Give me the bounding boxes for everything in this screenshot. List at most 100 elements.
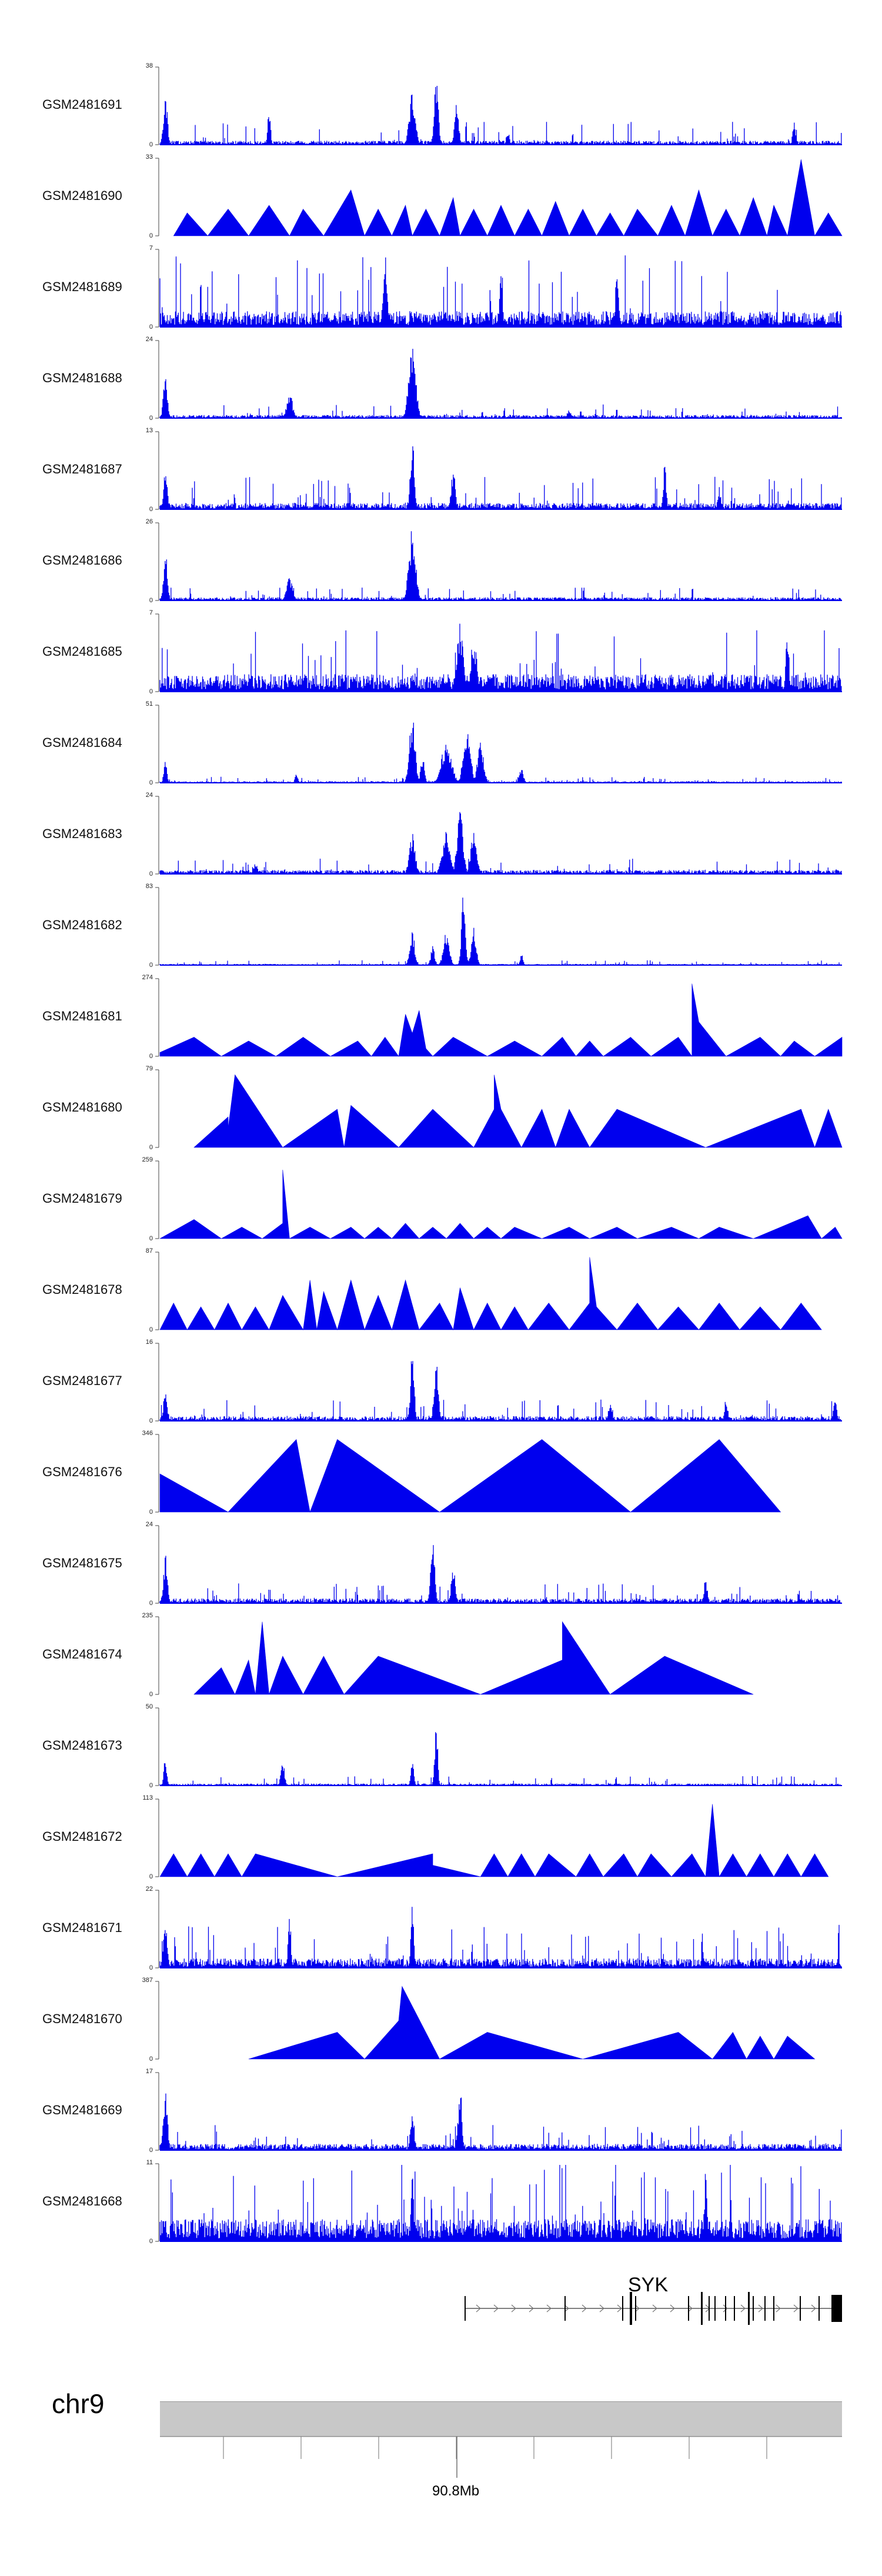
strand-arrow bbox=[670, 2304, 675, 2313]
signal-track: GSM2481683 24 0 bbox=[0, 792, 882, 877]
y-min-tick-label: 0 bbox=[149, 1326, 153, 1333]
track-label: GSM2481684 bbox=[42, 735, 122, 750]
signal-bars bbox=[159, 255, 842, 327]
y-max-tick-label: 274 bbox=[142, 974, 153, 981]
strand-arrow bbox=[758, 2304, 763, 2313]
signal-area bbox=[159, 1439, 781, 1513]
signal-track: GSM2481677 16 0 bbox=[0, 1339, 882, 1424]
strand-arrow bbox=[793, 2304, 799, 2313]
genome-axis bbox=[160, 2436, 842, 2478]
y-min-tick-label: 0 bbox=[149, 2238, 153, 2245]
signal-bars bbox=[159, 446, 842, 509]
track-label: GSM2481679 bbox=[42, 1191, 122, 1206]
strand-arrow bbox=[599, 2304, 604, 2313]
signal-track: GSM2481671 22 0 bbox=[0, 1886, 882, 1971]
gene-exon bbox=[630, 2292, 632, 2325]
track-plot: 70 bbox=[149, 245, 842, 331]
y-max-tick-label: 51 bbox=[146, 700, 153, 708]
y-min-tick-label: 0 bbox=[149, 779, 153, 786]
signal-bars bbox=[159, 2093, 842, 2150]
y-max-tick-label: 387 bbox=[142, 1977, 153, 1984]
strand-arrow bbox=[617, 2304, 622, 2313]
track-label: GSM2481681 bbox=[42, 1009, 122, 1023]
strand-arrow bbox=[811, 2304, 816, 2313]
y-max-tick-label: 17 bbox=[146, 2068, 153, 2075]
signal-track: GSM2481685 7 0 bbox=[0, 609, 882, 695]
gene-exon bbox=[753, 2296, 754, 2321]
y-min-tick-label: 0 bbox=[149, 141, 153, 148]
track-label: GSM2481680 bbox=[42, 1100, 122, 1115]
signal-track: GSM2481678 87 0 bbox=[0, 1247, 882, 1333]
y-min-tick-label: 0 bbox=[149, 2147, 153, 2154]
signal-area bbox=[193, 1074, 843, 1148]
track-plot: 274 0 bbox=[142, 974, 843, 1060]
signal-track: GSM2481672 113 0 bbox=[0, 1794, 882, 1880]
y-max-tick-label: 16 bbox=[146, 1339, 153, 1346]
signal-track: GSM2481675 24 0 bbox=[0, 1521, 882, 1607]
y-max-tick-label: 24 bbox=[146, 336, 153, 343]
track-plot: 17 0 bbox=[146, 2068, 842, 2154]
gene-exon bbox=[564, 2296, 566, 2321]
track-plot: 50 0 bbox=[146, 1703, 842, 1789]
y-min-tick-label: 0 bbox=[149, 2056, 153, 2063]
y-max-tick-label: 24 bbox=[146, 792, 153, 799]
track-label: GSM2481671 bbox=[42, 1920, 122, 1935]
gene-exon bbox=[764, 2296, 766, 2321]
strand-arrow bbox=[493, 2304, 499, 2313]
signal-track: GSM2481681 274 0 bbox=[0, 974, 882, 1060]
signal-bars bbox=[159, 1907, 842, 1968]
y-max-tick-label: 13 bbox=[146, 427, 153, 434]
signal-track: GSM2481669 17 0 bbox=[0, 2068, 882, 2154]
gene-exon bbox=[688, 2296, 689, 2321]
y-min-tick-label: 0 bbox=[149, 1144, 153, 1151]
track-label: GSM2481691 bbox=[42, 97, 122, 112]
track-label: GSM2481669 bbox=[42, 2103, 122, 2117]
y-min-tick-label: 0 bbox=[149, 1873, 153, 1880]
signal-bars bbox=[159, 349, 842, 418]
gene-exon bbox=[714, 2296, 716, 2321]
signal-bars bbox=[159, 1361, 842, 1421]
strand-arrow bbox=[476, 2304, 481, 2313]
track-plot: 87 0 bbox=[146, 1247, 822, 1333]
gene-exon bbox=[701, 2292, 703, 2325]
track-plot: 11 0 bbox=[146, 2159, 842, 2245]
signal-area bbox=[193, 1621, 754, 1695]
track-label: GSM2481675 bbox=[42, 1556, 122, 1570]
strand-arrow bbox=[564, 2304, 569, 2313]
y-max-tick-label: 50 bbox=[146, 1703, 153, 1710]
y-min-tick-label: 0 bbox=[149, 506, 153, 513]
signal-area bbox=[159, 1257, 822, 1330]
strand-arrow bbox=[723, 2304, 728, 2313]
gene-exon bbox=[709, 2296, 710, 2321]
track-plot: 24 0 bbox=[146, 336, 842, 422]
track-plot: 22 0 bbox=[146, 1886, 842, 1971]
strand-arrow bbox=[687, 2304, 693, 2313]
track-plot: 235 0 bbox=[142, 1612, 754, 1698]
strand-arrow bbox=[582, 2304, 587, 2313]
gene-exon bbox=[465, 2296, 466, 2321]
strand-arrow bbox=[740, 2304, 746, 2313]
track-label: GSM2481676 bbox=[42, 1464, 122, 1479]
y-max-tick-label: 113 bbox=[142, 1794, 153, 1801]
chromosome-ideogram bbox=[160, 2401, 842, 2437]
y-min-tick-label: 0 bbox=[149, 1417, 153, 1424]
signal-track: GSM2481687 13 0 bbox=[0, 427, 882, 513]
signal-bars bbox=[159, 812, 842, 874]
track-label: GSM2481672 bbox=[42, 1829, 122, 1844]
y-min-tick-label: 0 bbox=[149, 232, 153, 239]
signal-bars bbox=[159, 1545, 842, 1603]
y-max-tick-label: 22 bbox=[146, 1886, 153, 1893]
track-plot: 33 0 bbox=[146, 154, 843, 239]
signal-area bbox=[159, 1169, 843, 1239]
signal-area bbox=[248, 1986, 816, 2060]
track-label: GSM2481689 bbox=[42, 279, 122, 294]
gene-exon bbox=[831, 2295, 842, 2322]
y-max-tick-label: 26 bbox=[146, 518, 153, 525]
signal-track: GSM2481688 24 0 bbox=[0, 336, 882, 422]
signal-bars bbox=[159, 897, 842, 965]
signal-track: GSM2481674 235 0 bbox=[0, 1612, 882, 1698]
track-plot: 259 0 bbox=[142, 1156, 843, 1242]
track-plot: 24 0 bbox=[146, 792, 842, 877]
signal-bars bbox=[159, 722, 842, 783]
track-label: GSM2481677 bbox=[42, 1373, 122, 1388]
